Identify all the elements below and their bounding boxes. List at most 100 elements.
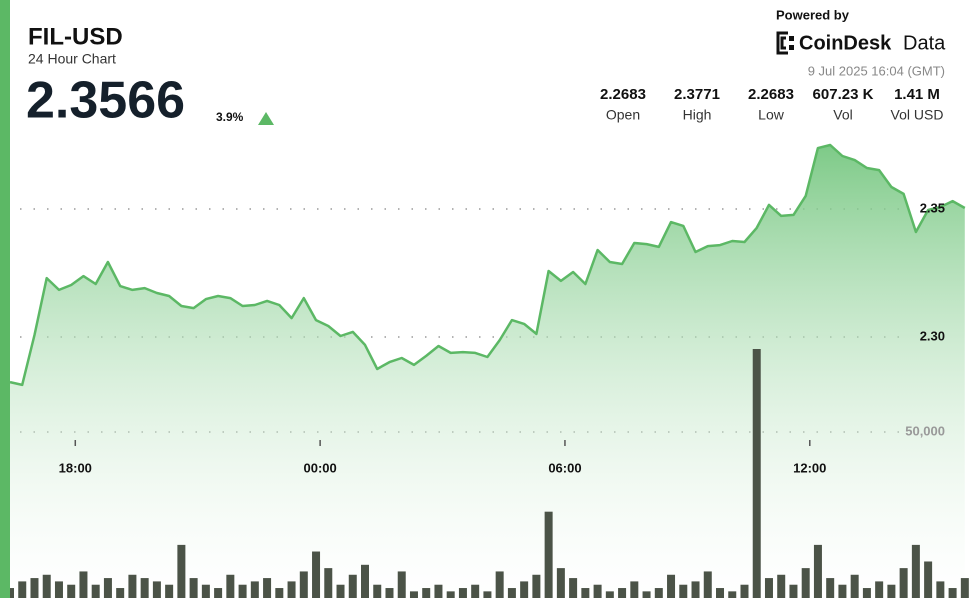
stat-value: 2.3771 <box>674 86 720 103</box>
stat-value: 1.41 M <box>894 86 940 103</box>
volume-bar <box>507 588 516 598</box>
price-line <box>9 143 966 387</box>
powered-by: Powered by <box>776 7 850 22</box>
volume-bar <box>716 588 725 598</box>
stat-label: Vol USD <box>891 107 944 123</box>
timestamp: 9 Jul 2025 16:04 (GMT) <box>808 63 945 78</box>
volume-bar <box>483 591 492 598</box>
stat-value: 2.2683 <box>600 86 646 103</box>
volume-bar <box>960 578 969 598</box>
volume-bar <box>642 591 651 598</box>
brand-suffix: Data <box>903 32 946 54</box>
y-tick-label: 2.30 <box>920 328 945 343</box>
y-tick-label: 2.35 <box>920 200 945 215</box>
volume-bar <box>238 584 247 598</box>
volume-bar <box>789 584 798 598</box>
volume-bar <box>618 588 627 598</box>
volume-bar <box>446 591 455 598</box>
volume-bar <box>373 584 382 598</box>
chart-title: FIL-USD <box>28 23 123 50</box>
volume-bar <box>409 591 418 598</box>
current-price: 2.3566 <box>26 72 185 130</box>
x-tick-label: 00:00 <box>303 460 336 475</box>
price-change: 3.9% <box>216 110 244 124</box>
volume-bar <box>740 584 749 598</box>
volume-bar <box>287 581 296 598</box>
volume-bar <box>630 581 639 598</box>
volume-bar <box>850 574 859 598</box>
volume-bar <box>324 568 333 598</box>
volume-bar <box>471 584 480 598</box>
up-arrow <box>258 112 274 125</box>
volume-bar <box>152 581 161 598</box>
stat-label: Vol <box>833 107 852 123</box>
brand-logo <box>776 31 794 55</box>
volume-bar <box>936 581 945 598</box>
stat-label: High <box>683 107 712 123</box>
stats: 2.2683 Open 2.3771 High 2.2683 Low 607.23 K Vol… <box>600 86 943 123</box>
x-tick-label: 18:00 <box>59 460 92 475</box>
volume-bar <box>42 574 51 598</box>
volume-bar <box>422 588 431 598</box>
stat-value: 2.2683 <box>748 86 794 103</box>
volume-bar <box>54 581 63 598</box>
y2-tick-label: 50,000 <box>905 423 945 438</box>
volume-bar <box>177 544 186 598</box>
volume-bar <box>520 581 529 598</box>
volume-bar <box>654 588 663 598</box>
volume-bar <box>312 551 321 598</box>
volume-bar <box>801 568 810 598</box>
left-accent <box>0 0 10 598</box>
volume-bar <box>336 584 345 598</box>
volume-bar <box>728 591 737 598</box>
volume-bar <box>201 584 210 598</box>
volume-bar <box>397 571 406 598</box>
volume-bar <box>103 578 112 598</box>
stat-value: 607.23 K <box>813 86 874 103</box>
volume-bar <box>948 588 957 598</box>
volume-bar <box>569 578 578 598</box>
x-tick-label: 06:00 <box>548 460 581 475</box>
stat-label: Low <box>758 107 785 123</box>
volume-bar <box>679 584 688 598</box>
volume-bar <box>691 581 700 598</box>
volume-bar <box>544 511 553 598</box>
volume-bar <box>30 578 39 598</box>
volume-bar <box>385 588 394 598</box>
volume-bar <box>703 571 712 598</box>
volume-bar <box>924 561 933 598</box>
volume-bar <box>813 544 822 598</box>
volume-bar <box>128 574 137 598</box>
volume-bar <box>911 544 920 598</box>
volume-bar <box>862 588 871 598</box>
volume-bar <box>361 564 370 598</box>
volume-bar <box>79 571 88 598</box>
volume-bar <box>348 574 357 598</box>
volume-bar <box>752 349 761 598</box>
stat-label: Open <box>606 107 640 123</box>
volume-bar <box>826 578 835 598</box>
volume-bar <box>434 584 443 598</box>
volume-bar <box>140 578 149 598</box>
volume-bar <box>605 591 614 598</box>
volume-bar <box>67 584 76 598</box>
volume-bar <box>299 571 308 598</box>
x-tick-label: 12:00 <box>793 460 826 475</box>
chart-subtitle: 24 Hour Chart <box>28 51 116 67</box>
volume-bar <box>887 584 896 598</box>
volume-bar <box>777 574 786 598</box>
volume-bar <box>581 588 590 598</box>
volume-bar <box>593 584 602 598</box>
volume-bar <box>667 574 676 598</box>
area-fill <box>10 145 965 598</box>
volume-bar <box>556 568 565 598</box>
volume-bar <box>116 588 125 598</box>
volume-bar <box>165 584 174 598</box>
volume-bar <box>275 588 284 598</box>
volume-bar <box>838 584 847 598</box>
volume-bar <box>764 578 773 598</box>
volume-bar <box>875 581 884 598</box>
volume-bar <box>495 571 504 598</box>
volume-bar <box>532 574 541 598</box>
